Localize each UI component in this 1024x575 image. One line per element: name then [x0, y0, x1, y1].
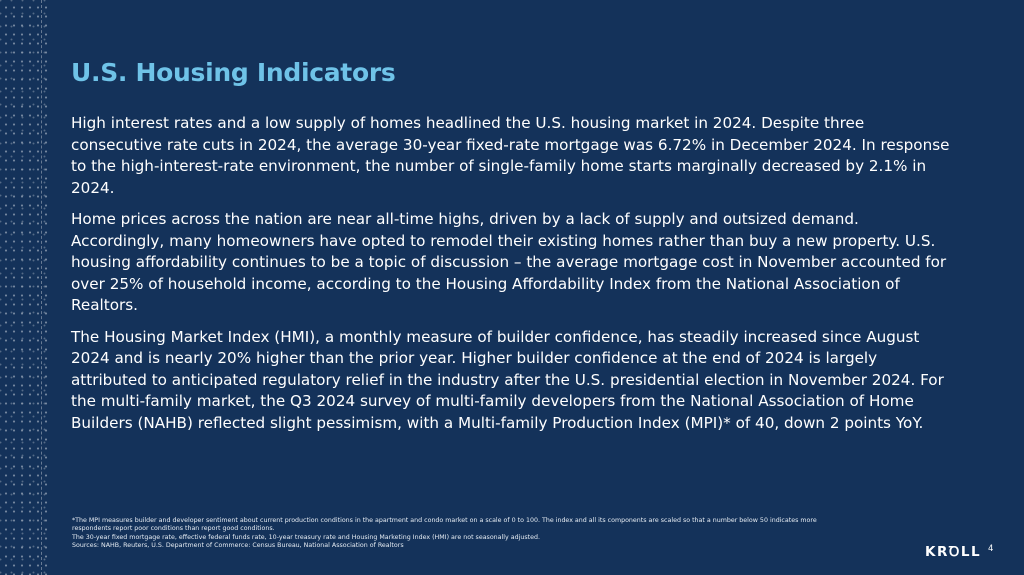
kroll-logo: KRꝹLL — [925, 544, 982, 560]
slide-body: High interest rates and a low supply of … — [71, 113, 951, 444]
slide-title: U.S. Housing Indicators — [71, 58, 396, 87]
decorative-dashed-line — [41, 0, 42, 575]
footnote-sources: Sources: NAHB, Reuters, U.S. Department … — [72, 542, 404, 550]
footnote-seasonal: The 30-year fixed mortgage rate, effecti… — [72, 533, 540, 541]
footnotes: *The MPI measures builder and developer … — [72, 517, 872, 551]
footnote-mpi: *The MPI measures builder and developer … — [72, 517, 817, 524]
page-number: 4 — [988, 544, 994, 554]
decorative-dot-pattern — [0, 0, 48, 575]
paragraph-interest-rates: High interest rates and a low supply of … — [71, 114, 950, 197]
paragraph-hmi: The Housing Market Index (HMI), a monthl… — [71, 327, 944, 432]
paragraph-home-prices: Home prices across the nation are near a… — [71, 210, 947, 314]
footnote-mpi-cont: respondents report poor conditions than … — [72, 525, 275, 533]
